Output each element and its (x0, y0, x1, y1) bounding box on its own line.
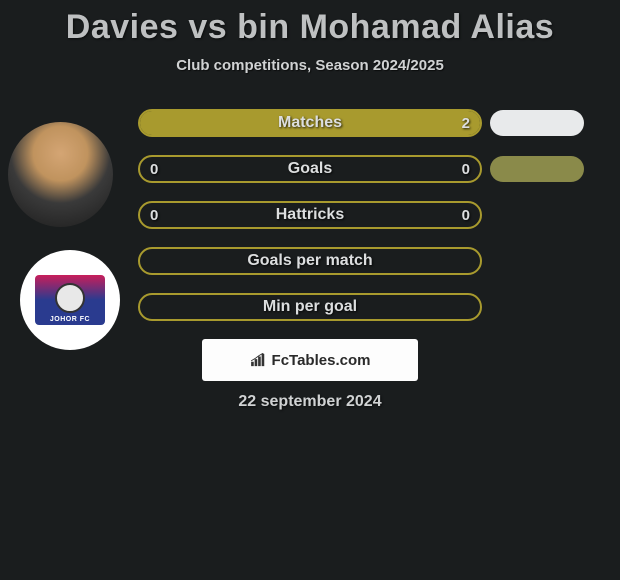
stat-label: Hattricks (276, 206, 344, 224)
chart-icon (250, 353, 268, 367)
stat-bar: Min per goal (138, 293, 482, 321)
brand-text: FcTables.com (250, 352, 371, 369)
stat-bar: 0 Hattricks 0 (138, 201, 482, 229)
right-value: 0 (462, 161, 470, 178)
stat-pill (490, 156, 584, 182)
stat-label: Goals per match (247, 252, 372, 270)
club-badge: JOHOR FC (35, 275, 105, 325)
brand-label: FcTables.com (272, 352, 371, 369)
page-title: Davies vs bin Mohamad Alias (0, 8, 620, 47)
player-avatar-1 (8, 122, 113, 227)
brand-box[interactable]: FcTables.com (202, 339, 418, 381)
subtitle: Club competitions, Season 2024/2025 (0, 57, 620, 74)
stat-bar: Goals per match (138, 247, 482, 275)
left-value: 0 (150, 161, 158, 178)
left-value: 0 (150, 207, 158, 224)
right-value: 2 (462, 115, 470, 132)
right-area (482, 110, 620, 136)
club-badge-label: JOHOR FC (50, 316, 90, 323)
stat-label: Min per goal (263, 298, 357, 316)
stat-pill (490, 110, 584, 136)
stat-label: Goals (288, 160, 332, 178)
player-avatar-2: JOHOR FC (20, 250, 120, 350)
stat-bar: 0 Goals 0 (138, 155, 482, 183)
stat-bar: Matches 2 (138, 109, 482, 137)
right-area (482, 156, 620, 182)
date-label: 22 september 2024 (0, 393, 620, 411)
comparison-card: Davies vs bin Mohamad Alias Club competi… (0, 0, 620, 411)
stat-label: Matches (278, 114, 342, 132)
right-value: 0 (462, 207, 470, 224)
